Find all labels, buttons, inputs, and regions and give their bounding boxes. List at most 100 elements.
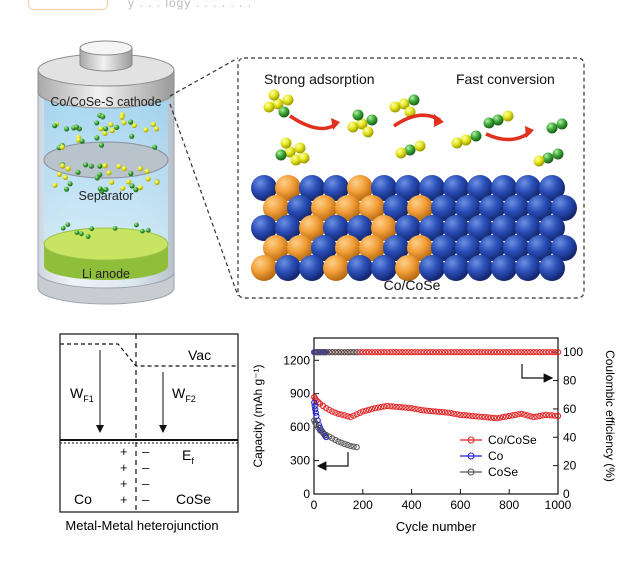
sulfur-dot (120, 185, 126, 191)
sulfur-dot (137, 166, 143, 172)
data-point (503, 413, 510, 420)
se-atom (347, 175, 373, 201)
data-point (512, 411, 519, 418)
lithium-dot (129, 183, 135, 189)
right-tick-label: 40 (563, 430, 577, 444)
co-atom (503, 235, 529, 261)
co-atom (383, 195, 409, 221)
co-atom (479, 235, 505, 261)
sulfur-dot (109, 127, 115, 134)
data-point (493, 415, 501, 422)
lithium-atom (352, 109, 364, 121)
data-point (414, 406, 421, 413)
lithium-atom (552, 148, 564, 160)
data-point (545, 412, 553, 419)
lithium-dot (152, 144, 158, 150)
data-point (402, 349, 409, 356)
lithium-dot (88, 163, 94, 169)
co-atom (467, 215, 493, 241)
data-point (323, 434, 330, 441)
right-axis-ticks: 0 20 40 60 80 100 (553, 345, 583, 501)
co-atom (419, 175, 445, 201)
fast-conversion-label: Fast conversion (456, 71, 555, 87)
sulfur-atom (284, 146, 296, 158)
data-point (338, 349, 345, 356)
data-point (393, 403, 400, 410)
data-point (347, 443, 354, 450)
lithium-dot (103, 126, 109, 132)
sulfur-atom (280, 137, 292, 149)
data-point (490, 349, 498, 356)
lithium-dot (103, 186, 109, 192)
data-point (539, 412, 546, 419)
wf1-label: WF1 (70, 385, 94, 404)
co-atom (491, 215, 517, 241)
data-point (448, 349, 455, 356)
lithium-dot (64, 126, 70, 132)
data-point (353, 444, 360, 451)
data-point (323, 405, 330, 412)
data-point (381, 403, 388, 410)
data-point (509, 349, 516, 356)
sulfur-dot (109, 179, 115, 185)
sulfur-atom (404, 106, 416, 118)
sulfur-dot (126, 179, 132, 185)
callout-line-top (169, 57, 239, 97)
co-atom (551, 195, 577, 221)
data-point (435, 349, 443, 356)
co-atom (299, 255, 325, 281)
co-atom (527, 235, 553, 261)
vacuum-level (60, 343, 238, 367)
data-point (350, 349, 357, 356)
lithium-dot (112, 225, 118, 231)
data-point (530, 349, 537, 356)
data-point (332, 436, 339, 444)
data-point (326, 433, 333, 440)
data-point (554, 349, 562, 356)
data-point (551, 349, 559, 356)
co-atom (479, 195, 505, 221)
co-atom (515, 175, 541, 201)
data-point (439, 349, 446, 356)
separator-label: Separator (79, 189, 134, 203)
data-point (344, 413, 351, 420)
sulfur-atom (395, 147, 407, 159)
data-point (396, 349, 403, 356)
sulfur-atom (460, 134, 472, 146)
chart-legend: Co/CoSe Co CoSe (460, 433, 537, 479)
data-point (472, 349, 479, 356)
lithium-dot (65, 222, 71, 228)
lithium-dot (85, 234, 91, 239)
data-point (457, 411, 464, 418)
data-point (335, 410, 342, 417)
co-atom (275, 255, 301, 281)
data-point (387, 403, 394, 410)
data-point (338, 411, 345, 418)
cose-label: CoSe (176, 491, 211, 507)
data-point (527, 413, 534, 420)
ef-label: Ef (182, 447, 194, 466)
co-atom (347, 215, 373, 241)
data-point (429, 349, 436, 356)
svg-text:–: – (142, 444, 150, 459)
co-atom (515, 215, 541, 241)
co-atom (443, 215, 469, 241)
data-point (490, 414, 498, 421)
data-point (365, 349, 372, 356)
energy-diagram: Vac WF1 WF2 Ef ++++ –––– Co CoSe Metal-M… (59, 333, 239, 533)
lithium-atom (408, 94, 420, 106)
lithium-dot (98, 142, 105, 148)
lithium-dot (139, 228, 145, 234)
co-atom (371, 175, 397, 201)
data-point (423, 349, 430, 356)
battery-terminal (79, 40, 133, 56)
data-point (429, 408, 436, 415)
data-point (442, 349, 449, 356)
x-tick-label: 200 (353, 498, 373, 512)
data-point (344, 441, 351, 449)
data-point (335, 438, 342, 445)
data-point (466, 349, 473, 356)
sulfur-atom (502, 110, 514, 122)
data-point (371, 349, 379, 356)
